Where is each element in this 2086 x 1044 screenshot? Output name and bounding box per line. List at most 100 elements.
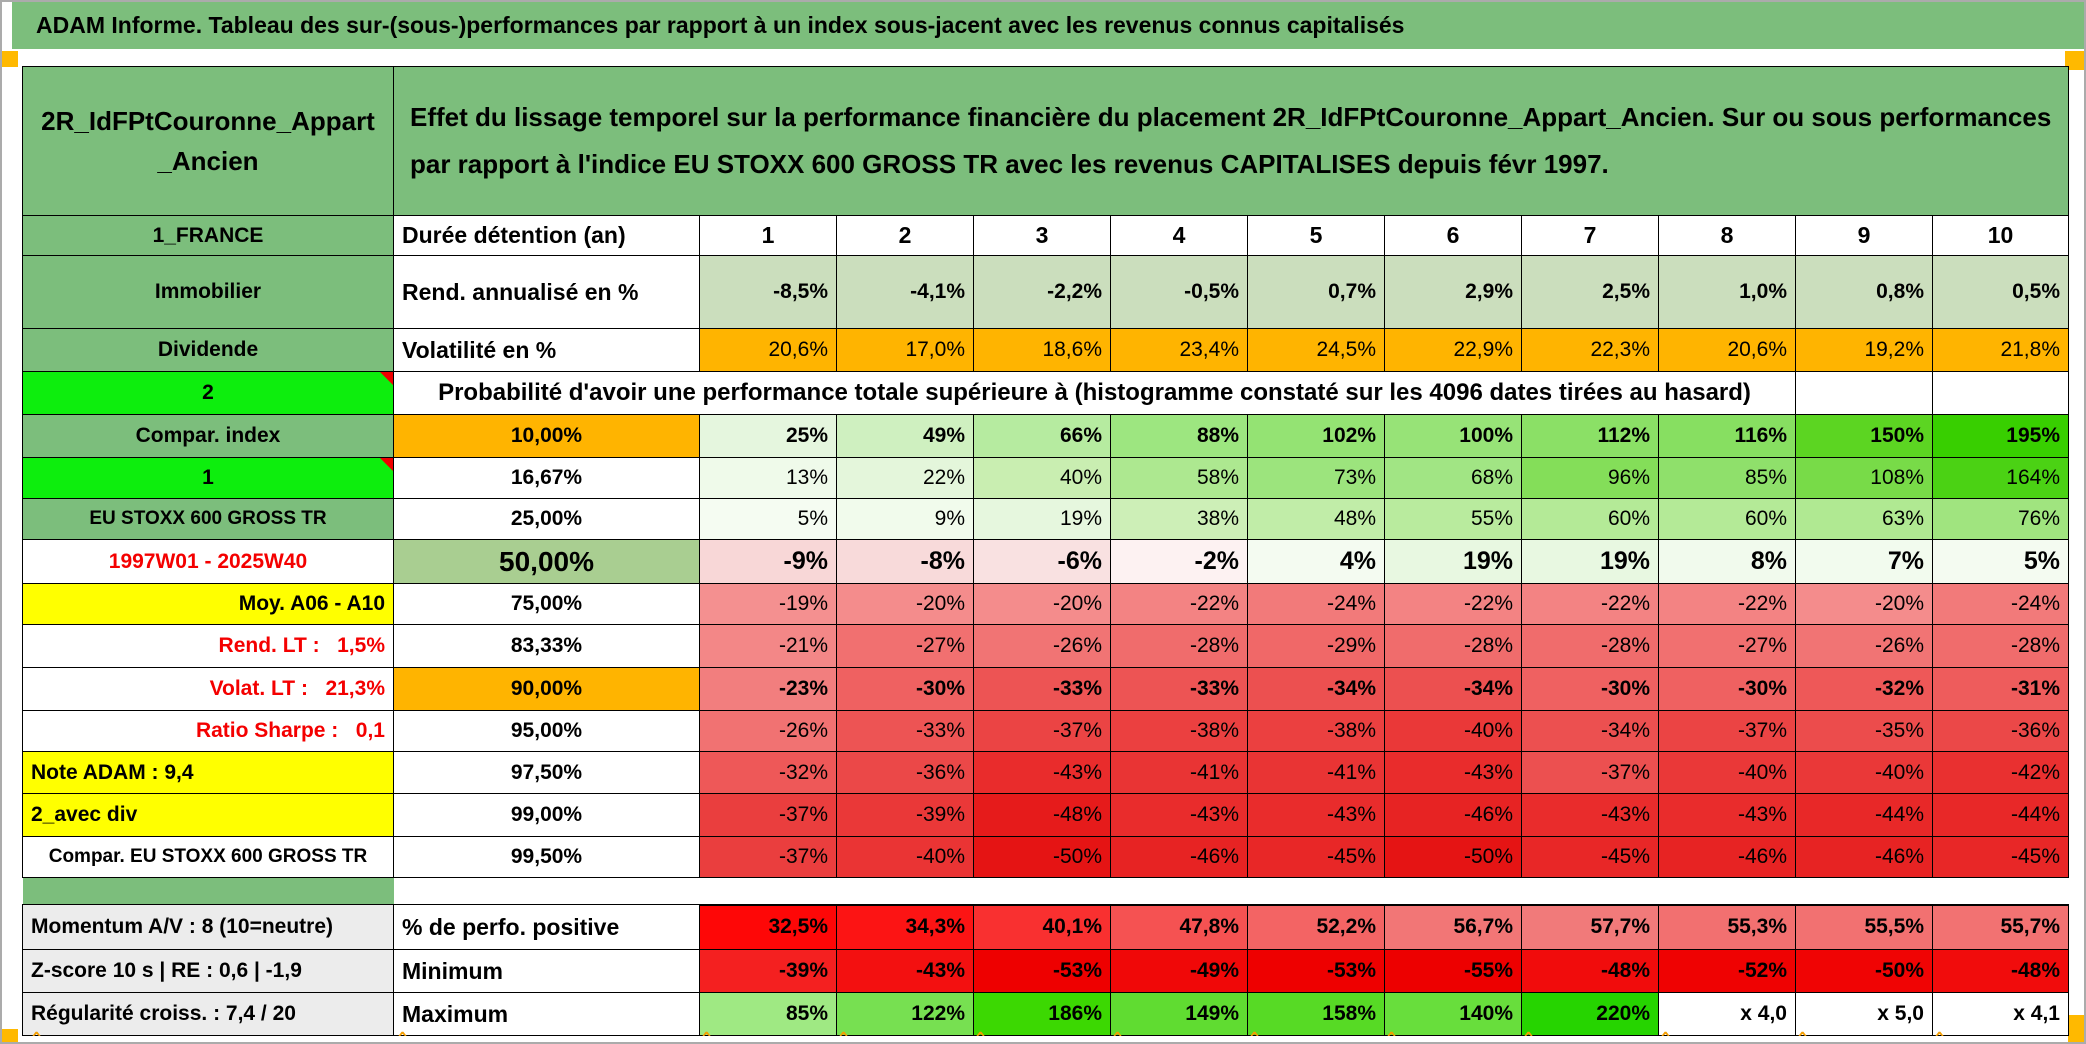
data-cell[interactable]: -28% xyxy=(1932,624,2069,668)
data-cell[interactable]: 47,8% xyxy=(1110,903,1248,950)
data-cell[interactable]: 57,7% xyxy=(1521,903,1659,950)
data-cell[interactable]: -30% xyxy=(836,667,974,711)
data-cell[interactable]: -37% xyxy=(699,793,837,837)
data-cell[interactable]: -52% xyxy=(1658,949,1796,993)
row-label[interactable]: 2_avec div xyxy=(22,793,394,837)
data-cell[interactable]: 40,1% xyxy=(973,903,1111,950)
data-cell[interactable]: 68% xyxy=(1384,457,1522,499)
data-cell[interactable]: -26% xyxy=(699,710,837,752)
data-cell[interactable]: 18,6% xyxy=(973,328,1111,372)
data-cell[interactable]: -44% xyxy=(1795,793,1933,837)
data-cell[interactable]: -50% xyxy=(1384,836,1522,878)
data-cell[interactable]: 56,7% xyxy=(1384,903,1522,950)
data-cell[interactable]: 4 xyxy=(1110,215,1248,256)
data-cell[interactable]: 34,3% xyxy=(836,903,974,950)
data-cell[interactable]: -40% xyxy=(1795,751,1933,794)
data-cell[interactable]: 122% xyxy=(836,992,974,1036)
data-cell[interactable]: -2,2% xyxy=(973,255,1111,329)
data-cell[interactable]: 4% xyxy=(1247,539,1385,584)
data-cell[interactable]: -20% xyxy=(973,583,1111,625)
data-cell[interactable]: 38% xyxy=(1110,498,1248,540)
data-cell[interactable]: -46% xyxy=(1795,836,1933,878)
data-cell[interactable]: -24% xyxy=(1247,583,1385,625)
data-cell[interactable]: 0,8% xyxy=(1795,255,1933,329)
data-cell[interactable]: 19,2% xyxy=(1795,328,1933,372)
row-label[interactable]: 2 xyxy=(22,371,394,415)
data-cell[interactable]: 63% xyxy=(1795,498,1933,540)
data-cell[interactable]: -40% xyxy=(1384,710,1522,752)
data-cell[interactable]: 112% xyxy=(1521,414,1659,458)
data-cell[interactable]: 102% xyxy=(1247,414,1385,458)
data-cell[interactable]: 5% xyxy=(699,498,837,540)
data-cell[interactable]: -46% xyxy=(1384,793,1522,837)
data-cell[interactable]: -29% xyxy=(1247,624,1385,668)
data-cell[interactable]: 1 xyxy=(699,215,837,256)
data-cell[interactable]: -34% xyxy=(1384,667,1522,711)
data-cell[interactable]: 22% xyxy=(836,457,974,499)
data-cell[interactable]: 108% xyxy=(1795,457,1933,499)
data-cell[interactable]: -45% xyxy=(1521,836,1659,878)
data-cell[interactable]: -43% xyxy=(1110,793,1248,837)
row-label[interactable]: EU STOXX 600 GROSS TR xyxy=(22,498,394,540)
data-cell[interactable]: 20,6% xyxy=(699,328,837,372)
row-label[interactable]: 1_FRANCE xyxy=(22,215,394,256)
data-cell[interactable]: -46% xyxy=(1110,836,1248,878)
row-label[interactable]: Compar. index xyxy=(22,414,394,458)
data-cell[interactable]: 158% xyxy=(1247,992,1385,1036)
data-cell[interactable]: 6 xyxy=(1384,215,1522,256)
data-cell[interactable]: -43% xyxy=(836,949,974,993)
data-cell[interactable]: -39% xyxy=(699,949,837,993)
row-sublabel[interactable]: 90,00% xyxy=(393,667,700,711)
data-cell[interactable]: -40% xyxy=(1658,751,1796,794)
data-cell[interactable]: -55% xyxy=(1384,949,1522,993)
data-cell[interactable]: 22,3% xyxy=(1521,328,1659,372)
data-cell[interactable]: 195% xyxy=(1932,414,2069,458)
row-sublabel[interactable]: Volatilité en % xyxy=(393,328,700,372)
row-label[interactable]: Immobilier xyxy=(22,255,394,329)
data-cell[interactable]: -22% xyxy=(1110,583,1248,625)
data-cell[interactable]: 19% xyxy=(1384,539,1522,584)
data-cell[interactable]: 24,5% xyxy=(1247,328,1385,372)
row-sublabel[interactable]: 99,50% xyxy=(393,836,700,878)
data-cell[interactable]: 13% xyxy=(699,457,837,499)
data-cell[interactable]: 8 xyxy=(1658,215,1796,256)
data-cell[interactable]: 88% xyxy=(1110,414,1248,458)
data-cell[interactable]: 19% xyxy=(973,498,1111,540)
data-cell[interactable]: -43% xyxy=(1247,793,1385,837)
data-cell[interactable]: 220% xyxy=(1521,992,1659,1036)
data-cell[interactable]: -19% xyxy=(699,583,837,625)
data-cell[interactable]: -34% xyxy=(1247,667,1385,711)
data-cell[interactable]: 150% xyxy=(1795,414,1933,458)
data-cell[interactable]: -41% xyxy=(1247,751,1385,794)
data-cell[interactable]: -43% xyxy=(973,751,1111,794)
row-sublabel[interactable]: Durée détention (an) xyxy=(393,215,700,256)
data-cell[interactable]: 85% xyxy=(699,992,837,1036)
empty-cell[interactable] xyxy=(1795,371,1933,415)
data-cell[interactable]: -31% xyxy=(1932,667,2069,711)
data-cell[interactable]: -43% xyxy=(1658,793,1796,837)
data-cell[interactable]: -49% xyxy=(1110,949,1248,993)
data-cell[interactable]: -37% xyxy=(973,710,1111,752)
data-cell[interactable]: -32% xyxy=(699,751,837,794)
data-cell[interactable]: 55% xyxy=(1384,498,1522,540)
data-cell[interactable]: -38% xyxy=(1110,710,1248,752)
data-cell[interactable]: x 5,0 xyxy=(1795,992,1933,1036)
row-sublabel[interactable]: 16,67% xyxy=(393,457,700,499)
row-sublabel[interactable]: 97,50% xyxy=(393,751,700,794)
row-sublabel[interactable]: 50,00% xyxy=(393,539,700,584)
data-cell[interactable]: -50% xyxy=(973,836,1111,878)
data-cell[interactable]: -8,5% xyxy=(699,255,837,329)
data-cell[interactable]: 66% xyxy=(973,414,1111,458)
data-cell[interactable]: 96% xyxy=(1521,457,1659,499)
data-cell[interactable]: -24% xyxy=(1932,583,2069,625)
data-cell[interactable]: -36% xyxy=(836,751,974,794)
data-cell[interactable]: 55,5% xyxy=(1795,903,1933,950)
data-cell[interactable]: -4,1% xyxy=(836,255,974,329)
data-cell[interactable]: 9 xyxy=(1795,215,1933,256)
data-cell[interactable]: -37% xyxy=(1521,751,1659,794)
data-cell[interactable]: -33% xyxy=(1110,667,1248,711)
row-sublabel[interactable]: % de perfo. positive xyxy=(393,904,700,950)
row-label[interactable]: 1997W01 - 2025W40 xyxy=(22,539,394,584)
row-label[interactable]: Rend. LT : 1,5% xyxy=(22,624,394,668)
data-cell[interactable]: -22% xyxy=(1384,583,1522,625)
